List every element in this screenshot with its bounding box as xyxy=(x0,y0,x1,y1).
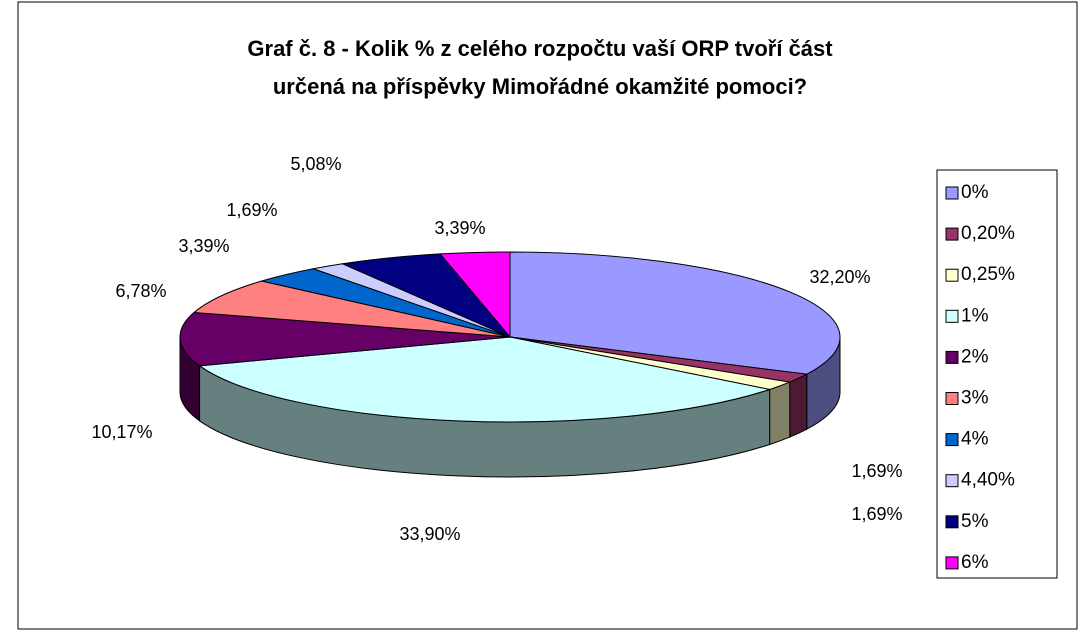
pie-side xyxy=(789,373,808,438)
legend-swatch xyxy=(945,515,959,529)
data-label: 3,39% xyxy=(434,218,485,238)
legend-label: 0,25% xyxy=(961,264,1015,285)
legend-swatch xyxy=(945,227,959,241)
legend-swatch xyxy=(945,268,959,282)
pie-slice xyxy=(192,280,511,338)
data-label: 10,17% xyxy=(91,422,152,442)
legend-swatch xyxy=(945,474,959,488)
legend-label: 0% xyxy=(961,182,989,203)
legend-label: 2% xyxy=(961,346,989,367)
legend-label: 4,40% xyxy=(961,470,1015,491)
pie-slice xyxy=(179,311,511,367)
legend-label: 6% xyxy=(961,552,989,573)
data-label: 1,69% xyxy=(226,200,277,220)
legend-swatch xyxy=(945,433,959,447)
data-label: 3,39% xyxy=(178,236,229,256)
legend-label: 5% xyxy=(961,511,989,532)
data-label: 33,90% xyxy=(399,524,460,544)
data-label: 32,20% xyxy=(809,267,870,287)
data-label: 1,69% xyxy=(851,461,902,481)
legend-swatch xyxy=(945,556,959,570)
legend-label: 4% xyxy=(961,429,989,450)
legend-swatch xyxy=(945,392,959,405)
legend-label: 3% xyxy=(961,388,989,409)
pie-slice xyxy=(509,251,841,375)
legend-swatch xyxy=(945,309,959,323)
chart-title: určená na příspěvky Mimořádné okamžité p… xyxy=(273,74,807,99)
legend-label: 0,20% xyxy=(961,223,1015,244)
legend-label: 1% xyxy=(961,305,989,326)
data-label: 1,69% xyxy=(851,504,902,524)
data-label: 6,78% xyxy=(115,281,166,301)
chart-title: Graf č. 8 - Kolik % z celého rozpočtu va… xyxy=(247,36,833,61)
data-label: 5,08% xyxy=(290,154,341,174)
legend-swatch xyxy=(945,186,959,200)
pie-slice xyxy=(439,251,511,339)
pie-slice xyxy=(198,336,772,423)
pie-side xyxy=(769,381,791,446)
legend-swatch xyxy=(945,350,959,364)
